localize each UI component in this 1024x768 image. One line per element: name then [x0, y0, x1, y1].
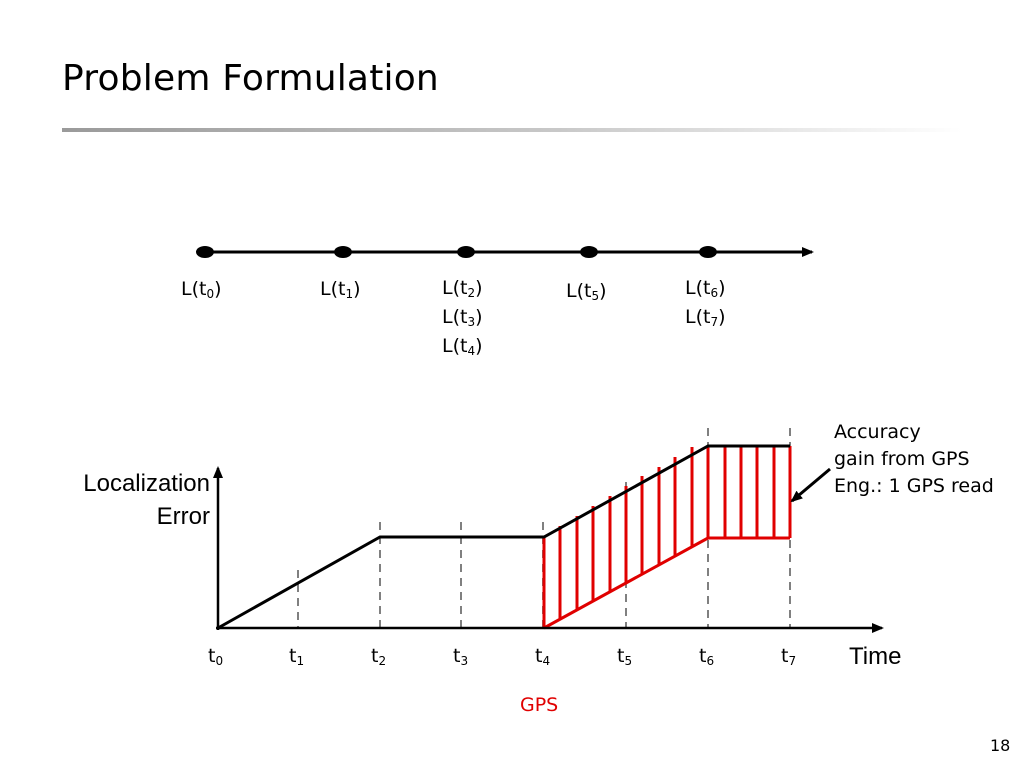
- location-label-t2: L(t2): [442, 277, 483, 300]
- gps-label: GPS: [520, 694, 559, 716]
- tick-label-t7: t7: [781, 645, 797, 668]
- page-number: 18: [990, 736, 1011, 755]
- tick-label-t1: t1: [289, 645, 305, 668]
- tick-label-t0: t0: [208, 645, 224, 668]
- location-label-t0: L(t0): [181, 278, 222, 301]
- callout-line1: Accuracy: [834, 421, 921, 443]
- tick-label-t3: t3: [453, 645, 469, 668]
- title-divider: [62, 128, 962, 132]
- accuracy-gain-region: [542, 446, 792, 630]
- timeline-label-group-4: L(t6) L(t7): [685, 274, 726, 332]
- slide-title: Problem Formulation: [62, 58, 439, 99]
- tick-label-t2: t2: [371, 645, 387, 668]
- callout-line3: Eng.: 1 GPS read: [834, 475, 994, 497]
- callout-line2: gain from GPS: [834, 448, 970, 470]
- x-axis-title: Time: [849, 643, 902, 670]
- tick-label-t4: t4: [535, 645, 551, 668]
- y-axis-title-line2: Error: [156, 503, 210, 530]
- accuracy-gain-callout: Accuracy gain from GPS Eng.: 1 GPS read: [834, 419, 994, 500]
- localization-error-curve: [217, 444, 790, 630]
- location-point-t1: [334, 246, 352, 258]
- callout-arrow: [790, 467, 831, 503]
- location-label-t5: L(t5): [566, 280, 607, 303]
- location-point-t0: [196, 246, 214, 258]
- y-axis-title: Localization Error: [40, 467, 210, 533]
- location-point-t6-t7: [699, 246, 717, 258]
- timeline-label-group-2: L(t2) L(t3) L(t4): [442, 274, 483, 361]
- timeline-label-group-3: L(t5): [566, 277, 607, 306]
- y-axis-title-line1: Localization: [83, 470, 210, 497]
- location-label-t6: L(t6): [685, 277, 726, 300]
- timeline-label-group-0: L(t0): [181, 275, 222, 304]
- location-label-t3: L(t3): [442, 306, 483, 329]
- location-label-t4: L(t4): [442, 335, 483, 358]
- tick-label-t5: t5: [617, 645, 633, 668]
- timeline-label-group-1: L(t1): [320, 275, 361, 304]
- location-label-t7: L(t7): [685, 306, 726, 329]
- location-point-t5: [580, 246, 598, 258]
- tick-label-t6: t6: [699, 645, 715, 668]
- location-point-t2-t4: [457, 246, 475, 258]
- location-label-t1: L(t1): [320, 278, 361, 301]
